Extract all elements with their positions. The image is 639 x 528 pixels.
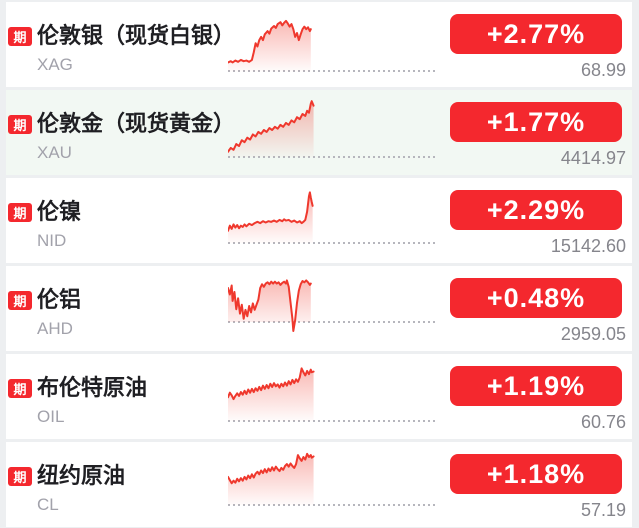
instrument-info: 期 纽约原油 CL bbox=[8, 463, 125, 514]
baseline-dotted-line bbox=[228, 420, 438, 422]
sparkline-chart bbox=[228, 450, 320, 506]
instrument-code: AHD bbox=[37, 319, 73, 338]
sparkline-line bbox=[228, 280, 311, 331]
last-price: 2959.05 bbox=[560, 324, 626, 344]
change-percent-button[interactable]: +1.77% bbox=[450, 102, 622, 142]
instrument-code: OIL bbox=[37, 407, 65, 426]
sparkline-line bbox=[228, 368, 314, 399]
instrument-code: NID bbox=[37, 231, 67, 250]
baseline-dotted-line bbox=[228, 70, 438, 72]
sparkline-line bbox=[228, 192, 313, 230]
instrument-info: 期 布伦特原油 OIL bbox=[8, 375, 147, 426]
last-price: 4414.97 bbox=[560, 148, 626, 168]
change-percent-button[interactable]: +2.77% bbox=[450, 14, 622, 54]
change-percent-button[interactable]: +2.29% bbox=[450, 190, 622, 230]
futures-badge: 期 bbox=[8, 202, 32, 222]
instrument-info: 期 伦敦金（现货黄金） XAU bbox=[8, 111, 235, 162]
last-price: 68.99 bbox=[580, 60, 626, 80]
sparkline-chart bbox=[228, 362, 320, 421]
baseline-dotted-line bbox=[228, 504, 438, 506]
futures-badge: 期 bbox=[8, 114, 32, 134]
quote-row[interactable]: 期 纽约原油 CL +1.18% 57.19 bbox=[6, 442, 632, 527]
instrument-code: XAU bbox=[37, 143, 72, 162]
sparkline-fill bbox=[228, 192, 313, 243]
instrument-name: 伦敦银（现货白银） bbox=[37, 23, 236, 48]
instrument-name: 伦铝 bbox=[37, 287, 82, 312]
quote-row[interactable]: 期 伦敦银（现货白银） XAG +2.77% 68.99 bbox=[6, 2, 632, 87]
change-percent-button[interactable]: +1.19% bbox=[450, 366, 622, 406]
instrument-name: 纽约原油 bbox=[37, 463, 126, 488]
quote-row[interactable]: 期 伦铝 AHD +0.48% 2959.05 bbox=[6, 266, 632, 351]
sparkline-fill bbox=[228, 20, 311, 72]
last-price: 60.76 bbox=[580, 412, 626, 432]
instrument-name: 伦敦金（现货黄金） bbox=[37, 111, 236, 136]
sparkline-chart bbox=[228, 274, 320, 338]
instrument-name: 布伦特原油 bbox=[37, 375, 148, 400]
sparkline-line bbox=[228, 101, 314, 152]
instrument-info: 期 伦镍 NID bbox=[8, 199, 81, 250]
baseline-dotted-line bbox=[228, 321, 438, 323]
last-price: 15142.60 bbox=[550, 236, 626, 256]
instrument-info: 期 伦敦银（现货白银） XAG bbox=[8, 23, 235, 74]
change-percent-button[interactable]: +0.48% bbox=[450, 278, 622, 318]
instrument-name: 伦镍 bbox=[37, 199, 82, 224]
change-percent-button[interactable]: +1.18% bbox=[450, 454, 622, 494]
futures-badge: 期 bbox=[8, 378, 32, 398]
sparkline-line bbox=[228, 21, 311, 63]
futures-badge: 期 bbox=[8, 290, 32, 310]
baseline-dotted-line bbox=[228, 156, 438, 158]
instrument-code: XAG bbox=[37, 55, 73, 74]
sparkline-line bbox=[228, 454, 314, 483]
instrument-code: CL bbox=[37, 495, 59, 514]
futures-badge: 期 bbox=[8, 26, 32, 46]
sparkline-chart bbox=[228, 98, 320, 157]
last-price: 57.19 bbox=[580, 500, 626, 520]
quote-row[interactable]: 期 伦敦金（现货黄金） XAU +1.77% 4414.97 bbox=[6, 90, 632, 175]
sparkline-fill bbox=[228, 280, 311, 331]
sparkline-chart bbox=[228, 10, 320, 72]
sparkline-chart bbox=[228, 186, 320, 243]
quote-row[interactable]: 期 伦镍 NID +2.29% 15142.60 bbox=[6, 178, 632, 263]
baseline-dotted-line bbox=[228, 242, 438, 244]
quote-row[interactable]: 期 布伦特原油 OIL +1.19% 60.76 bbox=[6, 354, 632, 439]
futures-badge: 期 bbox=[8, 466, 32, 486]
instrument-info: 期 伦铝 AHD bbox=[8, 287, 81, 338]
